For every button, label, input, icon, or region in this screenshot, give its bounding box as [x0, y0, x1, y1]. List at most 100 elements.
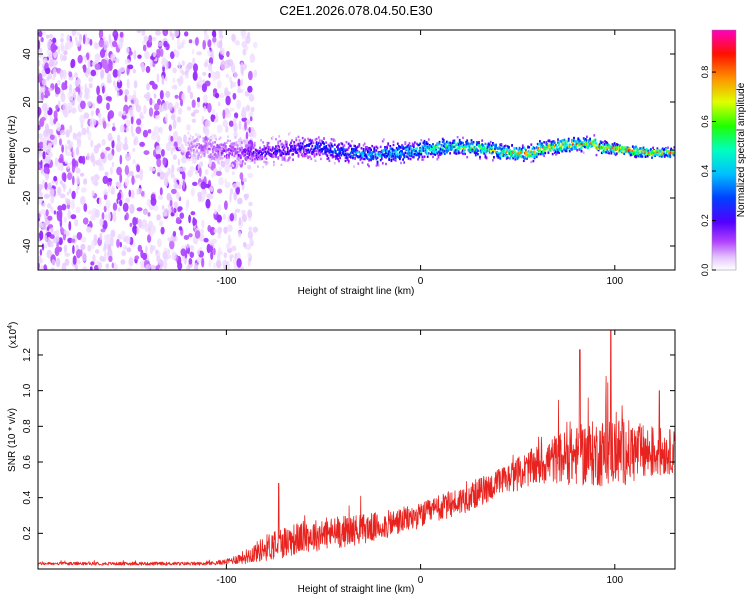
- spectrogram-cell: [87, 210, 94, 215]
- spectrogram-cell: [57, 79, 61, 86]
- spectrogram-cell: [508, 150, 510, 154]
- spectrogram-cell: [353, 147, 355, 151]
- spectrogram-cell: [255, 156, 258, 159]
- spectrogram-cell: [649, 151, 651, 155]
- spectrogram-cell: [211, 157, 213, 161]
- spectrogram-cell: [230, 143, 233, 146]
- spectrogram-cell: [190, 145, 193, 149]
- spectrogram-cell: [90, 139, 94, 148]
- spectrogram-cell: [361, 152, 364, 155]
- spectrogram-cell: [215, 138, 218, 141]
- spectrogram-cell: [178, 226, 183, 231]
- spectrogram-cell: [583, 139, 586, 142]
- spectrogram-cell: [477, 141, 479, 145]
- spectrogram-cell: [302, 150, 305, 153]
- spectrogram-cell: [528, 154, 531, 157]
- spectrogram-cell: [172, 119, 177, 130]
- spectrogram-cell: [505, 148, 508, 151]
- spectrogram-cell: [606, 148, 609, 152]
- spectrogram-cell: [64, 252, 71, 257]
- spectrogram-cell: [576, 140, 579, 143]
- spectrogram-cell: [310, 140, 313, 143]
- spectrogram-cell: [540, 142, 542, 145]
- spectrogram-cell: [653, 154, 655, 157]
- spectrogram-cell: [658, 149, 661, 152]
- spectrogram-cell: [71, 30, 77, 37]
- spectrogram-cell: [372, 155, 375, 158]
- spectrogram-cell: [132, 216, 138, 227]
- spectrogram-cell: [408, 142, 411, 145]
- spectrogram-cell: [511, 150, 513, 153]
- spectrogram-cell: [337, 144, 339, 147]
- spectrogram-cell: [262, 165, 265, 169]
- spectrogram-cell: [148, 34, 153, 44]
- spectrogram-cell: [297, 144, 300, 147]
- spectrogram-cell: [301, 153, 304, 156]
- spectrogram-cell: [529, 149, 532, 153]
- spectrogram-cell: [473, 146, 476, 149]
- spectrogram-cell: [162, 30, 169, 37]
- spectrogram-cell: [117, 141, 123, 148]
- spectrogram-cell: [522, 159, 525, 163]
- spectrogram-cell: [437, 156, 440, 159]
- spectrogram-cell: [458, 144, 461, 148]
- spectrogram-cell: [422, 141, 425, 144]
- spectrogram-cell: [269, 154, 272, 157]
- spectrogram-cell: [420, 153, 423, 156]
- spectrogram-cell: [407, 152, 410, 156]
- spectrogram-cell: [502, 149, 505, 152]
- spectrogram-cell: [64, 159, 68, 164]
- spectrogram-cell: [76, 138, 82, 148]
- spectrogram-cell: [108, 33, 112, 44]
- spectrogram-cell: [117, 192, 122, 201]
- spectrogram-cell: [304, 145, 306, 148]
- spectrogram-cell: [619, 144, 621, 147]
- spectrogram-cell: [416, 147, 418, 150]
- spectrogram-cell: [534, 150, 537, 154]
- spectrogram-cell: [82, 217, 89, 225]
- spectrogram-cell: [233, 191, 237, 201]
- spectrogram-cell: [649, 153, 651, 156]
- spectrogram-cell: [163, 102, 167, 111]
- spectrogram-cell: [158, 195, 164, 200]
- spectrogram-cell: [119, 199, 123, 207]
- spectrogram-cell: [246, 148, 249, 151]
- spectrogram-cell: [47, 73, 53, 80]
- spectrogram-cell: [575, 141, 578, 145]
- spectrogram-cell: [182, 39, 186, 45]
- spectrogram-cell: [316, 146, 319, 149]
- spectrogram-cell: [197, 191, 203, 198]
- spectrogram-cell: [248, 153, 251, 157]
- spectrogram-cell: [657, 151, 660, 154]
- spectrogram-cell: [219, 156, 222, 159]
- spectrogram-cell: [619, 146, 621, 150]
- spectrogram-cell: [605, 151, 607, 154]
- spectrogram-cell: [417, 153, 419, 156]
- spectrogram-cell: [338, 151, 340, 154]
- spectrogram-cell: [432, 150, 434, 153]
- spectrogram-cell: [450, 143, 453, 147]
- spectrogram-cell: [63, 50, 68, 56]
- spectrogram-cell: [456, 142, 459, 145]
- spectrogram-cell: [221, 151, 224, 155]
- spectrogram-cell: [236, 258, 242, 268]
- spectrogram-cell: [403, 153, 406, 156]
- spectrogram-cell: [252, 155, 255, 158]
- spectrogram-cell: [525, 149, 527, 152]
- spectrogram-cell: [394, 159, 397, 162]
- spectrogram-cell: [224, 145, 227, 148]
- spectrogram-cell: [122, 110, 126, 116]
- spectrogram-cell: [192, 181, 198, 186]
- spectrogram-cell: [666, 153, 668, 157]
- spectrogram-cell: [341, 142, 344, 146]
- spectrogram-cell: [522, 146, 525, 149]
- spectrogram-cell: [201, 151, 204, 154]
- spectrogram-cell: [157, 41, 163, 47]
- snr-ytick-label: 0.4: [22, 490, 33, 504]
- spectrogram-cell: [264, 154, 267, 157]
- spectrogram-cell: [172, 67, 177, 74]
- spectrogram-cell: [573, 147, 575, 150]
- spectrogram-cell: [633, 152, 635, 156]
- spectrogram-cell: [553, 141, 556, 144]
- spectrogram-cell: [342, 150, 345, 153]
